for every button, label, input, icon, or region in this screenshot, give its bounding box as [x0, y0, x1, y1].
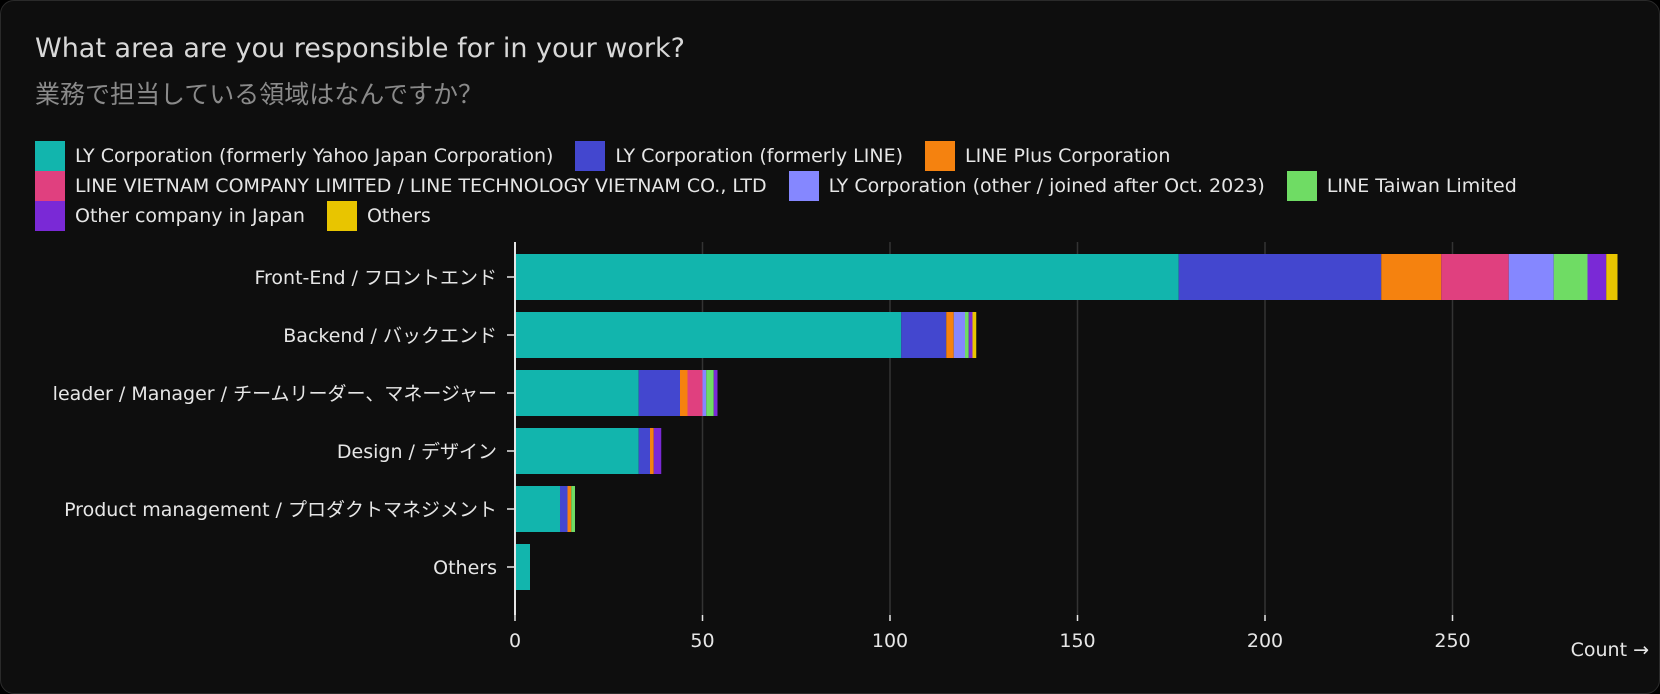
bar-segment: [965, 312, 969, 358]
legend-label: Other company in Japan: [75, 205, 305, 227]
bar-segment: [953, 312, 965, 358]
legend-label: Others: [366, 205, 431, 227]
bar-segment: [515, 254, 1179, 300]
bar-segment: [515, 370, 639, 416]
y-tick-label: Product management / プロダクトマネジメント: [64, 499, 497, 521]
legend-label: LY Corporation (other / joined after Oct…: [828, 175, 1265, 197]
bar-segment: [515, 544, 530, 590]
legend-swatch: [925, 141, 955, 171]
legend-swatch: [575, 141, 606, 171]
legend-row: LINE VIETNAM COMPANY LIMITED / LINE TECH…: [35, 171, 1635, 201]
bar-segment: [702, 370, 707, 416]
y-tick-label: Design / デザイン: [337, 441, 497, 463]
x-tick-label: 50: [690, 630, 714, 652]
bar-segment: [1587, 254, 1607, 300]
legend-item-ly-yahoo[interactable]: LY Corporation (formerly Yahoo Japan Cor…: [35, 141, 553, 171]
bar-segment: [1606, 254, 1618, 300]
chart-legend: LY Corporation (formerly Yahoo Japan Cor…: [35, 141, 1635, 231]
bar-segment: [638, 428, 650, 474]
bar-segment: [1553, 254, 1588, 300]
bar-segment: [1441, 254, 1509, 300]
x-tick-label: 0: [509, 630, 521, 652]
x-tick-label: 200: [1247, 630, 1283, 652]
bar-segment: [946, 312, 954, 358]
bar-segment: [515, 312, 902, 358]
legend-swatch: [788, 171, 819, 201]
legend-row: LY Corporation (formerly Yahoo Japan Cor…: [35, 141, 1635, 171]
legend-swatch: [35, 141, 65, 171]
x-tick-label: 150: [1059, 630, 1095, 652]
legend-item-line-plus[interactable]: LINE Plus Corporation: [925, 141, 1170, 171]
bar-segment: [680, 370, 688, 416]
chart-title: What area are you responsible for in you…: [35, 33, 685, 64]
x-tick-label: 250: [1434, 630, 1470, 652]
bar-segment: [901, 312, 947, 358]
bar-segment: [515, 428, 639, 474]
legend-row: Other company in Japan Others: [35, 201, 1635, 231]
y-tick-label: leader / Manager / チームリーダー、マネージャー: [53, 383, 497, 405]
bar-segment: [650, 428, 654, 474]
legend-item-other-japan[interactable]: Other company in Japan: [35, 201, 305, 231]
legend-swatch: [1286, 171, 1317, 201]
legend-item-line-vietnam[interactable]: LINE VIETNAM COMPANY LIMITED / LINE TECH…: [35, 171, 767, 201]
bar-segment: [653, 428, 662, 474]
legend-swatch: [35, 171, 65, 201]
legend-item-others[interactable]: Others: [326, 201, 431, 231]
legend-label: LINE Taiwan Limited: [1326, 175, 1517, 197]
bar-segment: [515, 486, 560, 532]
chart-subtitle: 業務で担当している領域はなんですか？: [35, 80, 484, 109]
bar-segment: [1381, 254, 1442, 300]
legend-item-ly-other[interactable]: LY Corporation (other / joined after Oct…: [788, 171, 1265, 201]
bar-segment: [713, 370, 718, 416]
bar-segment: [560, 486, 568, 532]
legend-item-line-taiwan[interactable]: LINE Taiwan Limited: [1286, 171, 1517, 201]
legend-swatch: [326, 201, 357, 231]
legend-item-ly-line[interactable]: LY Corporation (formerly LINE): [575, 141, 903, 171]
bar-segment: [968, 312, 973, 358]
bar-segment: [706, 370, 714, 416]
bar-segment: [1178, 254, 1382, 300]
bar-segment: [567, 486, 572, 532]
legend-label: LINE Plus Corporation: [965, 145, 1171, 167]
x-axis-title: Count →: [1571, 639, 1649, 661]
bar-segment: [638, 370, 680, 416]
y-tick-label: Front-End / フロントエンド: [254, 267, 497, 289]
bar-segment: [972, 312, 977, 358]
legend-label: LY Corporation (formerly Yahoo Japan Cor…: [75, 145, 554, 167]
bar-segment: [687, 370, 703, 416]
legend-label: LY Corporation (formerly LINE): [615, 145, 903, 167]
legend-swatch: [35, 201, 65, 231]
y-tick-label: Backend / バックエンド: [283, 325, 497, 347]
x-tick-label: 100: [872, 630, 908, 652]
y-tick-label: Others: [433, 557, 497, 579]
bar-segment: [1508, 254, 1554, 300]
bar-segment: [571, 486, 575, 532]
legend-label: LINE VIETNAM COMPANY LIMITED / LINE TECH…: [75, 175, 767, 197]
